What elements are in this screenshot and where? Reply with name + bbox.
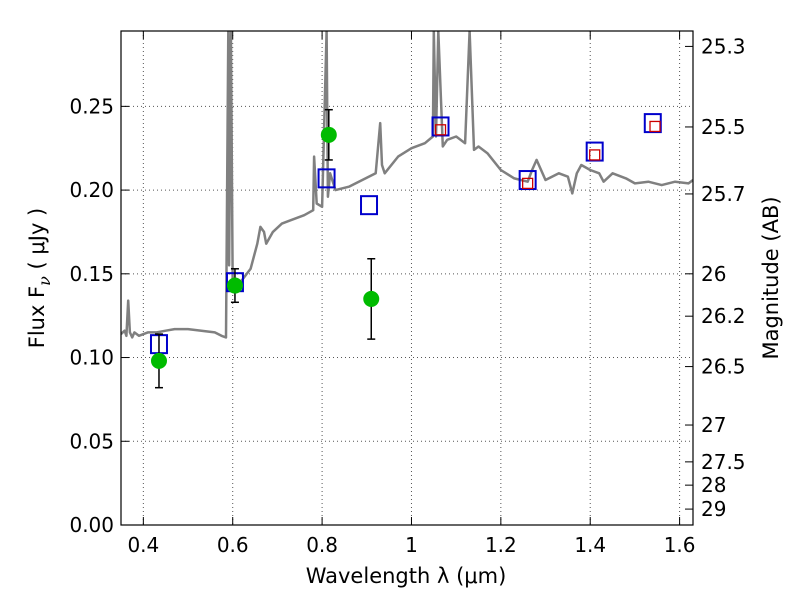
model-point [431,116,450,137]
y-axis-label-subscript: ν [35,276,54,286]
y2-axis-label: Magnitude (AB) [759,196,783,359]
x-tick-label: 0.4 [127,533,159,557]
y-tick-label: 0.15 [69,262,114,286]
inner-point [434,124,447,136]
marker-layer [149,108,662,389]
plot-frame [120,30,694,526]
inner-point [589,149,601,161]
axis-ticks: 0.4 0.6 0.8 1 1.2 1.4 1.6 0.00 0.05 0.10 0.15 0.20 0… [69,31,746,557]
y-tick-label: 0.05 [69,429,114,453]
y-tick-label: 0.10 [69,346,114,370]
y2-tick-label: 28 [701,473,726,497]
x-axis-label: Wavelength λ (μm) [306,564,507,588]
inner-point [522,177,534,190]
spectrum-layer [121,31,693,339]
y2-tick-label: 25.5 [701,115,746,139]
model-point [360,195,379,216]
model-point [518,170,537,191]
y2-tick-label: 27.5 [701,450,746,474]
x-tick-label: 0.8 [306,533,338,557]
y2-tick-label: 25.7 [701,182,746,206]
y-tick-label: 0.00 [69,513,114,537]
svg-text:Flux Fν ( μJy ): Flux Fν ( μJy ) [25,208,54,349]
inner-point [649,120,661,133]
spectrum-line [121,31,693,339]
y2-tick-label: 25.3 [701,34,746,58]
y2-tick-label: 29 [701,497,726,521]
x-tick-label: 1.6 [664,533,696,557]
observed-point [226,277,243,294]
y2-tick-label: 26.5 [701,355,746,379]
y2-tick-label: 26 [701,262,726,286]
y-tick-label: 0.25 [69,94,114,118]
x-tick-label: 1.2 [485,533,517,557]
grid-lines [121,31,693,526]
y-axis-label-unit: ( μJy ) [25,208,49,276]
x-tick-label: 1 [405,533,418,557]
y2-tick-label: 27 [701,413,726,437]
model-point [317,168,336,189]
y-axis-label: Flux Fν ( μJy ) [25,208,54,349]
y-tick-label: 0.20 [69,178,114,202]
y2-tick-label: 26.2 [701,304,746,328]
x-tick-label: 0.6 [217,533,249,557]
model-point [585,141,604,162]
x-tick-label: 1.4 [574,533,606,557]
model-point [643,113,662,134]
observed-point [320,126,337,143]
observed-point [363,290,380,307]
y-axis-label-main: Flux F [25,286,49,348]
observed-point [150,352,167,369]
